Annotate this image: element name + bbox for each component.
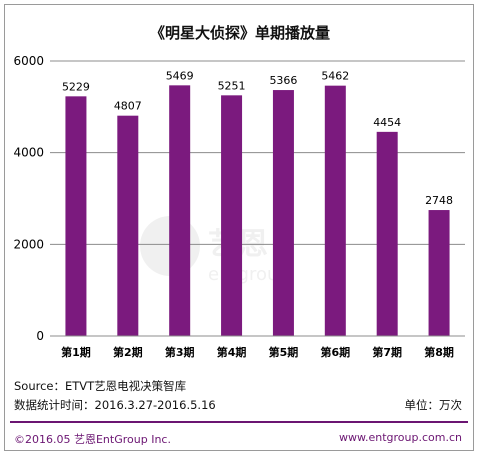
data-label: 5366 [269, 74, 297, 87]
bar [65, 96, 87, 337]
chart-title: 《明星大侦探》单期播放量 [149, 24, 330, 42]
data-label: 5462 [321, 70, 349, 83]
unit-text: 单位：万次 [404, 398, 463, 412]
x-tick-label: 第8期 [424, 345, 454, 359]
bar-series [65, 85, 450, 337]
x-tick-label: 第2期 [113, 345, 143, 359]
source-text: Source：ETVT艺恩电视决策智库 [14, 379, 187, 393]
x-tick-label: 第5期 [269, 345, 299, 359]
data-label: 4807 [114, 100, 142, 113]
x-tick-label: 第3期 [165, 345, 195, 359]
bar [428, 210, 450, 336]
bar [272, 90, 294, 336]
copyright-text: ©2016.05 艺恩EntGroup Inc. [14, 433, 171, 446]
data-label: 5251 [218, 79, 246, 92]
x-tick-label: 第7期 [372, 345, 402, 359]
y-tick-label: 2000 [13, 237, 44, 251]
data-label: 2748 [425, 194, 453, 207]
y-tick-label: 4000 [13, 146, 44, 160]
bar [324, 85, 346, 337]
x-tick-label: 第6期 [320, 345, 350, 359]
bar [169, 85, 191, 337]
x-tick-label: 第4期 [217, 345, 247, 359]
x-tick-label: 第1期 [61, 345, 91, 359]
data-label: 5469 [166, 69, 194, 82]
x-axis-ticks: 第1期 第2期 第3期 第4期 第5期 第6期 第7期 第8期 [61, 345, 454, 359]
period-text: 数据统计时间：2016.3.27-2016.5.16 [14, 398, 216, 412]
bar [221, 95, 243, 337]
y-axis-ticks: 0 2000 4000 6000 [13, 54, 44, 343]
footer-divider [10, 421, 468, 423]
bar [376, 131, 398, 336]
bar [117, 115, 139, 336]
data-label: 4454 [373, 116, 401, 129]
data-labels: 5229 4807 5469 5251 5366 5462 4454 2748 [62, 69, 453, 207]
data-label: 5229 [62, 80, 90, 93]
y-tick-label: 6000 [13, 54, 44, 68]
gridlines [50, 60, 465, 245]
website-link[interactable]: www.entgroup.com.cn [339, 431, 462, 444]
y-tick-label: 0 [36, 329, 44, 343]
